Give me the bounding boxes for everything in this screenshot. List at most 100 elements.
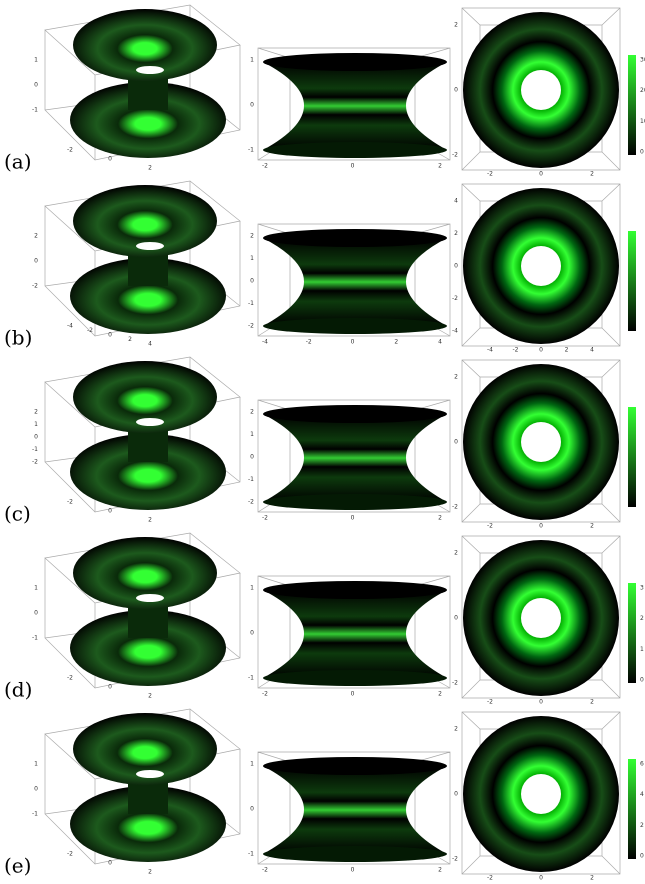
tick-label: -1 (248, 300, 254, 307)
tick-label: -2 (32, 283, 38, 290)
tick-label: 2 (148, 165, 152, 172)
top-rim (263, 229, 447, 247)
panel-label: (d) (4, 678, 32, 702)
hole (136, 594, 164, 602)
tick-label: 2 (34, 409, 38, 416)
tick-label: 2 (394, 339, 398, 346)
tick-label: 0 (351, 691, 355, 698)
tick-label: 0 (454, 439, 458, 446)
lower-surface (70, 786, 226, 862)
tick-label: -2 (452, 856, 458, 863)
upper-surface (73, 713, 217, 785)
top-rim (263, 757, 447, 775)
tick-label: 2 (590, 171, 594, 178)
panel-label: (e) (4, 854, 31, 878)
center-hole (521, 422, 561, 462)
tick-label: 1 (34, 57, 38, 64)
center-hole (521, 246, 561, 286)
tick-label: -1 (248, 851, 254, 858)
tick-label: 3 (640, 585, 644, 592)
tick-label: 0 (108, 860, 112, 867)
top-rim (263, 53, 447, 71)
hyperboloid (263, 766, 447, 854)
tick-label: 0 (351, 867, 355, 874)
hyperboloid (263, 62, 447, 150)
tick-label: 2 (454, 22, 458, 29)
tick-label: 2 (250, 233, 254, 240)
tick-label: 0 (250, 102, 254, 109)
tick-label: 0 (640, 149, 644, 156)
tick-label: -2 (262, 867, 268, 874)
tick-label: 0 (640, 677, 644, 684)
tick-label: 2 (454, 726, 458, 733)
panel-label: (a) (4, 150, 32, 174)
tick-label: -4 (67, 323, 73, 330)
tick-label: 0 (454, 791, 458, 798)
tick-label: 2 (34, 233, 38, 240)
tick-label: -2 (32, 459, 38, 466)
tick-label: -1 (32, 811, 38, 818)
tick-label: 2 (590, 523, 594, 530)
tick-label: -2 (513, 347, 519, 354)
lower-surface (70, 258, 226, 334)
colorbar (628, 231, 636, 331)
tick-label: 0 (454, 87, 458, 94)
tick-label: 2 (250, 409, 254, 416)
tick-label: -2 (67, 675, 73, 682)
tick-label: 0 (539, 699, 543, 706)
center-hole (521, 70, 561, 110)
tick-label: 2 (148, 693, 152, 700)
bottom-rim (263, 318, 447, 334)
tick-label: 0 (34, 82, 38, 89)
tick-label: 1 (250, 57, 254, 64)
tick-label: -1 (248, 476, 254, 483)
tick-label: -2 (67, 499, 73, 506)
hole (136, 242, 164, 250)
hole (136, 418, 164, 426)
tick-label: 0 (34, 258, 38, 265)
tick-label: 0 (454, 263, 458, 270)
tick-label: 2 (640, 615, 644, 622)
tick-label: 0 (108, 156, 112, 163)
tick-label: -2 (67, 851, 73, 858)
tick-label: 0 (108, 684, 112, 691)
top-frame (461, 7, 621, 171)
colorbar (628, 55, 636, 155)
colorbar (628, 583, 636, 683)
tick-label: -1 (248, 675, 254, 682)
tick-label: 0 (539, 523, 543, 530)
hole (136, 770, 164, 778)
tick-label: 0 (108, 508, 112, 515)
tick-label: 30 (640, 57, 645, 64)
center-hole (521, 774, 561, 814)
tick-label: 0 (34, 434, 38, 441)
tick-label: -2 (262, 691, 268, 698)
tick-label: 2 (438, 163, 442, 170)
tick-label: 4 (438, 339, 442, 346)
tick-label: 0 (34, 786, 38, 793)
panel-label: (b) (4, 326, 32, 350)
tick-label: 20 (640, 87, 645, 94)
tick-label: 4 (148, 341, 152, 348)
tick-label: 0 (250, 278, 254, 285)
tick-label: 1 (250, 585, 254, 592)
tick-label: -2 (248, 499, 254, 506)
tick-label: 4 (640, 791, 644, 798)
tick-label: 1 (250, 761, 254, 768)
tick-label: -2 (487, 523, 493, 530)
tick-label: 1 (34, 585, 38, 592)
tick-label: 0 (539, 875, 543, 882)
tick-label: 1 (34, 761, 38, 768)
tick-label: -1 (32, 635, 38, 642)
tick-label: -2 (487, 699, 493, 706)
tick-label: -2 (452, 152, 458, 159)
tick-label: 2 (128, 336, 132, 343)
tick-label: 0 (108, 332, 112, 339)
tick-label: -2 (248, 323, 254, 330)
colorbar (628, 407, 636, 507)
lower-surface (70, 610, 226, 686)
tick-label: 2 (148, 517, 152, 524)
upper-surface (73, 9, 217, 81)
